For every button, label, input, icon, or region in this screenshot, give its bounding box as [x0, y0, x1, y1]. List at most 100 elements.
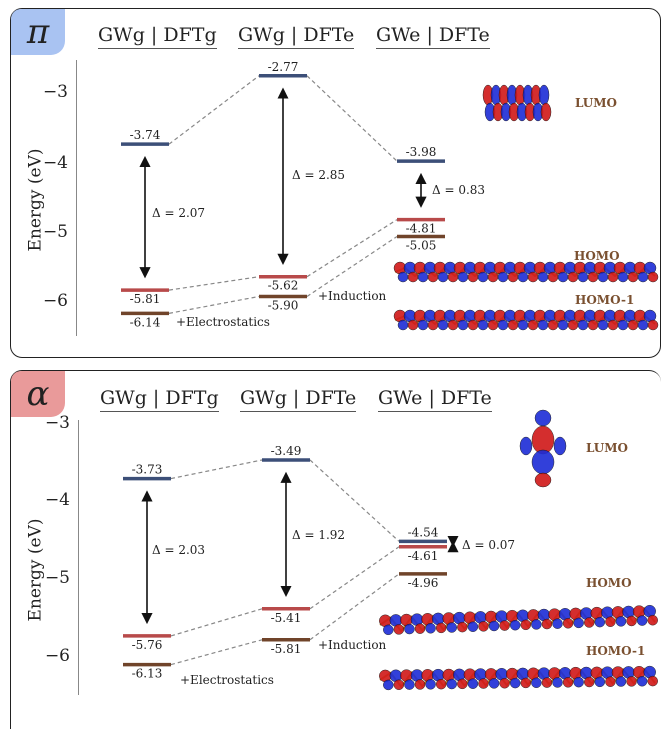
alpha-level-label-lumo: -4.54 — [408, 525, 439, 539]
pi-symbol: π — [26, 12, 50, 52]
pi-homo1-orbital-lobe — [557, 319, 569, 331]
alpha-tick: −3 — [44, 413, 70, 433]
pi-homo1-orbital-lobe — [627, 319, 639, 331]
alpha-orbital-label-lumo: LUMO — [586, 441, 628, 455]
pi-gap-label: Δ = 0.83 — [432, 183, 486, 197]
alpha-homo1-orbital-lobe — [584, 676, 595, 688]
alpha-homo1-orbital-lobe — [594, 676, 606, 688]
pi-homo-orbital-lobe — [517, 271, 529, 283]
alpha-tab: α — [11, 371, 65, 417]
pi-homo1-orbital-lobe — [447, 319, 459, 331]
pi-homo-orbital-lobe — [577, 271, 589, 283]
alpha-tick: −4 — [44, 490, 70, 510]
pi-homo-orbital-lobe — [607, 271, 619, 283]
alpha-homo-orbital-lobe — [573, 617, 584, 629]
pi-homo1-orbital-lobe — [617, 319, 629, 331]
pi-level-label-lumo: -2.77 — [268, 60, 299, 74]
pi-homo-orbital-lobe — [507, 271, 519, 283]
alpha-col-head-3: GWe | DFTe — [378, 387, 492, 412]
alpha-gap-label: Δ = 2.03 — [152, 543, 206, 557]
pi-homo-orbital-lobe — [597, 271, 609, 283]
alpha-y-axis — [78, 420, 79, 695]
alpha-homo1-orbital-lobe — [552, 677, 563, 688]
alpha-homo-orbital-lobe — [393, 624, 405, 635]
alpha-homo-orbital-lobe — [467, 621, 479, 632]
pi-tick: −3 — [42, 82, 68, 102]
pi-orbital-label-lumo: LUMO — [575, 96, 617, 110]
alpha-homo1-orbital-lobe — [467, 678, 479, 689]
alpha-level-label-homo-1: -5.81 — [271, 642, 302, 656]
alpha-connector-lumo — [170, 459, 263, 480]
pi-col-head-3: GWe | DFTe — [376, 24, 490, 49]
alpha-homo-orbital-lobe — [636, 615, 648, 626]
pi-col-head-2: GWg | DFTe — [238, 24, 355, 49]
pi-homo-orbital-lobe — [637, 271, 649, 283]
pi-homo-orbital-lobe — [557, 271, 569, 283]
alpha-homo-orbital-lobe — [541, 618, 553, 630]
pi-tab: π — [11, 9, 65, 55]
alpha-connector-lumo — [309, 459, 400, 542]
pi-homo-orbital-lobe — [647, 271, 659, 283]
pi-level-label-homo-1: -5.05 — [406, 239, 437, 253]
pi-homo1-orbital-lobe — [607, 319, 619, 331]
alpha-homo-orbital-lobe — [520, 619, 532, 631]
pi-homo1-orbital-lobe — [417, 319, 429, 331]
alpha-lumo-orbital-lobe — [534, 409, 552, 427]
alpha-homo1-orbital-lobe — [626, 676, 637, 687]
alpha-homo1-orbital-lobe — [531, 677, 542, 689]
alpha-homo1-orbital-lobe — [647, 675, 658, 687]
alpha-lumo-orbital-lobe — [553, 436, 567, 456]
alpha-tick: −6 — [44, 646, 70, 666]
alpha-homo1-orbital-lobe — [414, 679, 426, 690]
alpha-homo1-orbital-lobe — [425, 679, 436, 690]
alpha-tick: −5 — [44, 568, 70, 588]
alpha-connector-homo — [309, 546, 400, 610]
alpha-level-label-homo: -5.76 — [132, 638, 163, 652]
pi-homo1-orbital-lobe — [587, 319, 599, 331]
alpha-homo-orbital-lobe — [594, 616, 606, 628]
pi-homo-orbital-lobe — [497, 271, 509, 283]
alpha-homo-orbital-lobe — [584, 617, 595, 628]
pi-connector-homo — [306, 219, 398, 278]
alpha-homo1-orbital-lobe — [615, 676, 627, 687]
alpha-homo-orbital-lobe — [414, 623, 426, 634]
pi-homo-orbital-lobe — [397, 271, 409, 283]
alpha-homo-orbital-lobe — [647, 614, 658, 626]
pi-level-label-homo-1: -5.90 — [268, 298, 299, 312]
pi-homo1-orbital-lobe — [497, 319, 509, 331]
pi-homo1-orbital-lobe — [537, 319, 549, 331]
pi-gap-label: Δ = 2.85 — [292, 168, 346, 182]
alpha-homo-orbital-lobe — [615, 616, 627, 627]
pi-homo1-orbital-lobe — [517, 319, 529, 331]
alpha-homo1-orbital-lobe — [478, 678, 489, 689]
alpha-orbital-label-homo1: HOMO-1 — [586, 644, 646, 658]
pi-lumo-orbital-lobe — [538, 84, 550, 106]
alpha-homo-orbital-lobe — [383, 624, 394, 636]
pi-homo-orbital-lobe — [617, 271, 629, 283]
alpha-lumo-orbital-lobe — [519, 436, 533, 456]
pi-homo-orbital-lobe — [407, 271, 419, 283]
alpha-homo1-orbital-lobe — [562, 677, 574, 688]
pi-level-label-lumo: -3.98 — [406, 145, 437, 159]
alpha-homo1-orbital-lobe — [541, 677, 553, 688]
pi-level-label-lumo: -3.74 — [130, 128, 161, 142]
alpha-homo1-orbital-lobe — [393, 679, 405, 691]
alpha-level-label-homo-1: -6.13 — [132, 667, 163, 681]
pi-homo-orbital-lobe — [437, 271, 449, 283]
pi-tick: −5 — [42, 222, 68, 242]
alpha-connector-homo — [170, 608, 263, 637]
pi-orbital-label-homo: HOMO — [574, 249, 620, 263]
alpha-homo1-orbital-lobe — [383, 679, 394, 691]
alpha-level-label-lumo: -3.49 — [271, 444, 302, 458]
alpha-step-label-electrostatics: +Electrostatics — [180, 673, 274, 687]
alpha-homo-orbital-lobe — [552, 618, 563, 629]
pi-level-label-homo: -4.81 — [406, 222, 437, 236]
pi-homo1-orbital-lobe — [577, 319, 589, 331]
alpha-homo1-orbital-lobe — [499, 677, 510, 689]
alpha-homo1-orbital-lobe — [404, 679, 415, 690]
alpha-homo1-orbital-lobe — [509, 677, 521, 689]
alpha-connector-homo-1 — [309, 573, 400, 641]
pi-level-label-homo: -5.62 — [268, 279, 299, 293]
pi-level-label-homo: -5.81 — [130, 292, 161, 306]
